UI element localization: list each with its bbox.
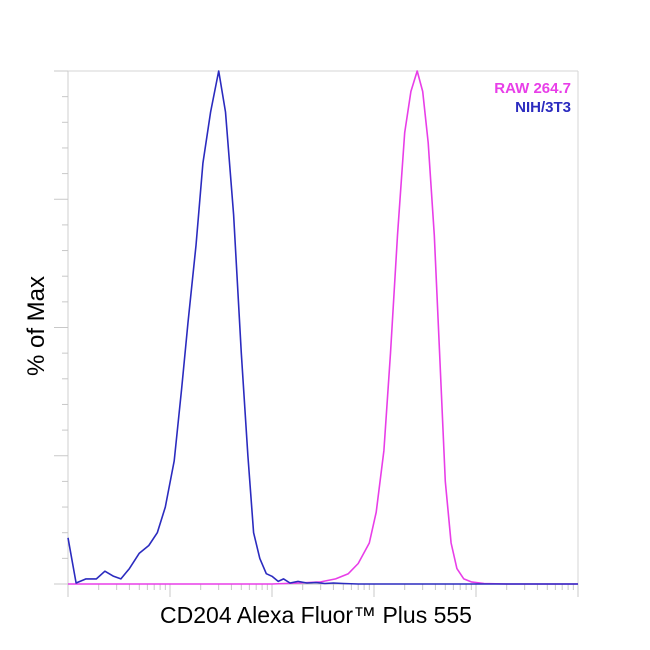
- chart-axes: [54, 70, 579, 597]
- series-layer: [67, 70, 578, 585]
- legend: RAW 264.7 NIH/3T3: [494, 80, 571, 116]
- x-axis-title: CD204 Alexa Fluor™ Plus 555: [160, 602, 472, 628]
- legend-entry-raw-264-7: RAW 264.7: [494, 80, 571, 97]
- series-line-raw-264-7: [68, 70, 578, 585]
- legend-entry-nih-3t3: NIH/3T3: [515, 99, 571, 116]
- y-axis-title: % of Max: [23, 276, 50, 376]
- series-line-nih-3t3: [67, 70, 578, 585]
